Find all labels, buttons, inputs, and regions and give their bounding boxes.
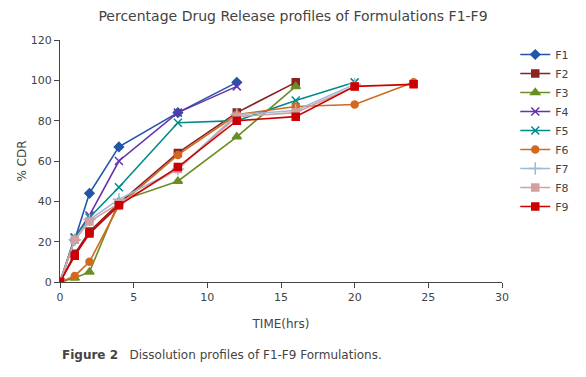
svg-text:F2: F2 <box>555 68 568 81</box>
svg-text:TIME(hrs): TIME(hrs) <box>252 317 310 331</box>
svg-text:F6: F6 <box>555 144 568 157</box>
svg-text:F9: F9 <box>555 201 568 214</box>
svg-text:Percentage Drug Release profil: Percentage Drug Release profiles of Form… <box>98 8 487 24</box>
svg-text:0: 0 <box>57 291 64 304</box>
svg-text:F7: F7 <box>555 163 568 176</box>
svg-text:10: 10 <box>200 291 214 304</box>
svg-text:15: 15 <box>274 291 288 304</box>
svg-text:F3: F3 <box>555 87 568 100</box>
svg-text:120: 120 <box>31 34 52 47</box>
svg-text:20: 20 <box>348 291 362 304</box>
svg-text:Figure 2 Dissolution profile: Figure 2 Dissolution profiles of F1-F9 F… <box>62 348 382 362</box>
svg-text:100: 100 <box>31 74 52 87</box>
svg-text:80: 80 <box>38 115 52 128</box>
svg-text:F5: F5 <box>555 125 568 138</box>
svg-text:20: 20 <box>38 236 52 249</box>
svg-text:F1: F1 <box>555 49 568 62</box>
svg-text:0: 0 <box>45 276 52 289</box>
svg-text:40: 40 <box>38 195 52 208</box>
svg-text:60: 60 <box>38 155 52 168</box>
svg-text:30: 30 <box>495 291 509 304</box>
svg-text:F4: F4 <box>555 106 568 119</box>
svg-text:F8: F8 <box>555 182 568 195</box>
svg-text:5: 5 <box>130 291 137 304</box>
svg-text:% CDR: % CDR <box>15 140 29 181</box>
svg-text:25: 25 <box>421 291 435 304</box>
